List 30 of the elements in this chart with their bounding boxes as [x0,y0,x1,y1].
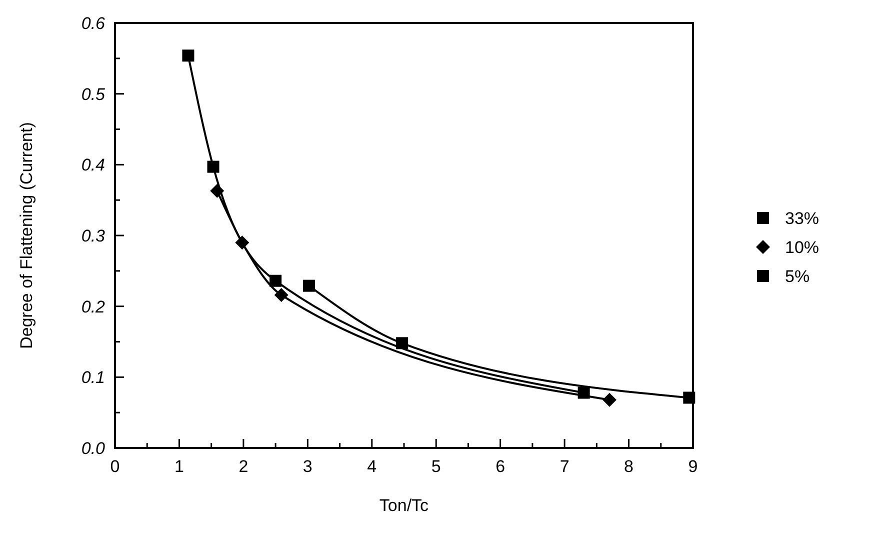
y-tick-label: 0.2 [81,297,106,316]
point [274,288,288,302]
y-axis-title: Degree of Flattening (Current) [17,122,36,349]
point [578,386,590,399]
legend-label: 33% [785,209,820,228]
x-tick-label: 5 [431,457,441,476]
x-tick-label: 1 [174,457,184,476]
point [182,50,194,62]
x-tick-label: 2 [238,457,248,476]
point [207,160,220,173]
x-tick-label: 8 [624,457,634,476]
x-tick-label: 7 [560,457,570,476]
x-tick-label: 6 [496,457,506,476]
x-tick-label: 0 [110,457,120,476]
point [683,392,696,404]
x-axis-title: Ton/Tc [379,496,430,515]
y-tick-label: 0.4 [81,156,105,175]
y-tick-label: 0.3 [81,226,106,246]
y-tick-label: 0.5 [81,84,106,104]
legend-label: 5% [785,267,810,286]
point [602,392,617,407]
y-tick-label: 0.1 [81,368,105,388]
x-tick-label: 4 [367,457,377,476]
point [302,280,315,292]
y-tick-label: 0.6 [81,14,106,33]
y-tick-label: 0.0 [81,439,106,458]
legend-label: 10% [785,238,820,257]
point [270,274,282,287]
x-tick-label: 9 [688,457,698,476]
x-tick-label: 3 [302,457,312,476]
